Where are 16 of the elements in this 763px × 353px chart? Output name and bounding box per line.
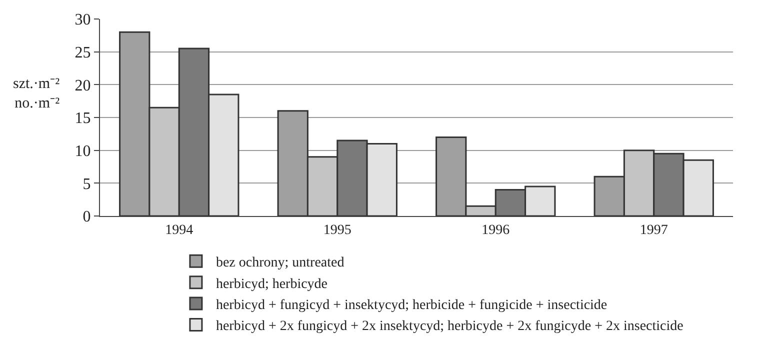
y-tick-label: 10 (74, 142, 91, 160)
y-tick-label: 25 (74, 44, 91, 62)
y-tick-label: 0 (82, 208, 91, 226)
x-tick-label: 1994 (165, 222, 194, 238)
x-tick-label: 1996 (482, 222, 510, 238)
x-tick-label: 1997 (640, 222, 668, 238)
legend-label: herbicyd; herbicyde (216, 276, 328, 292)
x-tick-label: 1995 (323, 222, 352, 238)
legend-label: herbicyd + 2x fungicyd + 2x insektycyd; herbicyde + 2x fungicyde + 2x insecticide (216, 319, 684, 334)
y-tick-label: 5 (82, 176, 91, 193)
y-tick-label: 20 (74, 77, 91, 94)
legend-label: herbicyd + fungicyd + insektycyd; herbicide + fungicide + insecticide (216, 298, 608, 314)
y-tick-label: 30 (74, 12, 91, 29)
legend-label: bez ochrony; untreated (216, 256, 344, 271)
y-axis-title: szt.·m⁻² no.·m⁻² (13, 76, 60, 112)
y-tick-label: 15 (74, 110, 91, 128)
